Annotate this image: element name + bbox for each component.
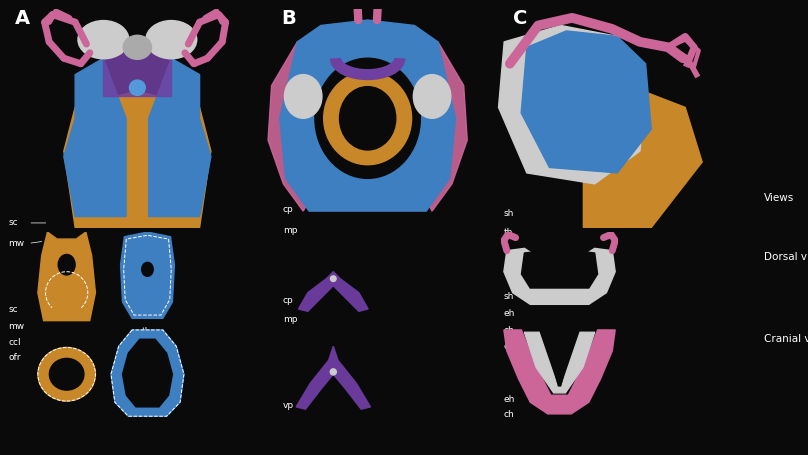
Polygon shape — [149, 58, 211, 217]
Ellipse shape — [315, 58, 420, 178]
Polygon shape — [583, 86, 702, 228]
Text: vp: vp — [283, 401, 294, 410]
Polygon shape — [415, 36, 467, 211]
Text: mw: mw — [8, 239, 24, 248]
Text: sh: sh — [503, 292, 514, 301]
Ellipse shape — [339, 86, 396, 150]
Text: ccl: ccl — [8, 338, 21, 347]
Ellipse shape — [414, 75, 451, 118]
Polygon shape — [521, 251, 598, 288]
Polygon shape — [333, 272, 368, 311]
Ellipse shape — [38, 348, 95, 401]
Polygon shape — [524, 332, 595, 393]
Text: cp: cp — [283, 296, 293, 305]
Text: Dorsal view: Dorsal view — [764, 252, 808, 262]
Polygon shape — [296, 346, 333, 409]
Text: eh: eh — [503, 309, 515, 318]
Polygon shape — [280, 20, 456, 211]
Circle shape — [141, 263, 154, 276]
Text: tcac: tcac — [141, 240, 161, 249]
Ellipse shape — [324, 72, 411, 165]
Text: Cranial view: Cranial view — [764, 334, 808, 344]
Text: tcrc: tcrc — [141, 292, 158, 301]
Polygon shape — [123, 339, 172, 407]
Text: tcrc: tcrc — [141, 348, 158, 357]
Text: sc: sc — [8, 218, 18, 228]
Polygon shape — [504, 330, 615, 414]
Text: ch: ch — [503, 410, 514, 419]
Polygon shape — [64, 91, 211, 228]
Circle shape — [330, 369, 336, 375]
Polygon shape — [333, 346, 370, 409]
Polygon shape — [111, 330, 184, 416]
Ellipse shape — [78, 20, 129, 59]
Polygon shape — [120, 232, 175, 318]
Text: tcrc: tcrc — [141, 203, 158, 212]
Text: Views: Views — [764, 193, 793, 203]
Circle shape — [129, 80, 145, 96]
Text: C: C — [513, 9, 528, 28]
Ellipse shape — [284, 75, 322, 118]
Text: eh: eh — [503, 395, 515, 404]
Polygon shape — [64, 58, 126, 217]
Text: cp: cp — [283, 205, 293, 214]
Polygon shape — [499, 25, 646, 184]
Polygon shape — [521, 31, 651, 173]
Polygon shape — [545, 332, 574, 386]
Text: mw: mw — [8, 322, 24, 331]
Text: B: B — [281, 9, 296, 28]
Circle shape — [330, 276, 336, 282]
Ellipse shape — [49, 359, 84, 390]
Text: tl: tl — [141, 398, 148, 407]
Text: eh: eh — [503, 342, 515, 351]
Circle shape — [58, 254, 75, 275]
Text: sh: sh — [503, 209, 514, 218]
Ellipse shape — [146, 20, 197, 59]
Text: ctt: ctt — [141, 309, 154, 318]
Polygon shape — [504, 248, 615, 304]
Ellipse shape — [124, 35, 152, 59]
Text: mp: mp — [283, 315, 297, 324]
Text: th: th — [503, 228, 513, 238]
Text: tl: tl — [141, 327, 148, 336]
Polygon shape — [103, 53, 171, 96]
Polygon shape — [298, 272, 333, 311]
Text: ctt: ctt — [141, 220, 154, 229]
Polygon shape — [38, 232, 95, 321]
Polygon shape — [268, 36, 321, 211]
Text: mp: mp — [283, 226, 297, 235]
Text: sc: sc — [8, 305, 18, 314]
Text: ofr: ofr — [8, 353, 20, 362]
Text: A: A — [15, 9, 30, 28]
Text: ch: ch — [503, 326, 514, 335]
